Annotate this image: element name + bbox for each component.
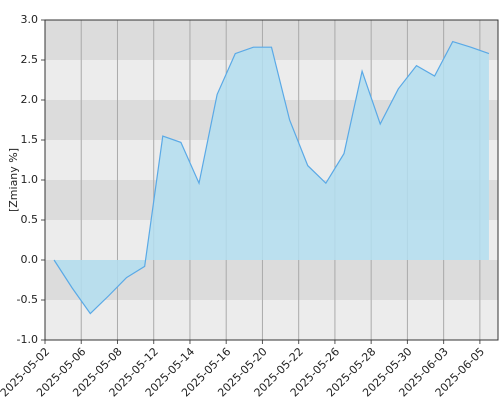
y-tick-label: 0.5 [21, 213, 39, 226]
y-tick-label: 2.0 [21, 93, 39, 106]
y-tick-label: -1.0 [17, 333, 38, 346]
y-tick-label: 2.5 [21, 53, 39, 66]
y-tick-label: 0.0 [21, 253, 39, 266]
line [53, 40, 490, 315]
area [54, 41, 489, 314]
y-tick-label: 1.0 [21, 173, 39, 186]
y-axis-label: [Zmiany %] [7, 148, 20, 212]
plot-border [44, 19, 499, 341]
y-tick-label: 3.0 [21, 13, 39, 26]
background-band [45, 300, 498, 340]
y-tick-label: -0.5 [17, 293, 38, 306]
y-tick-label: 1.5 [21, 133, 39, 146]
